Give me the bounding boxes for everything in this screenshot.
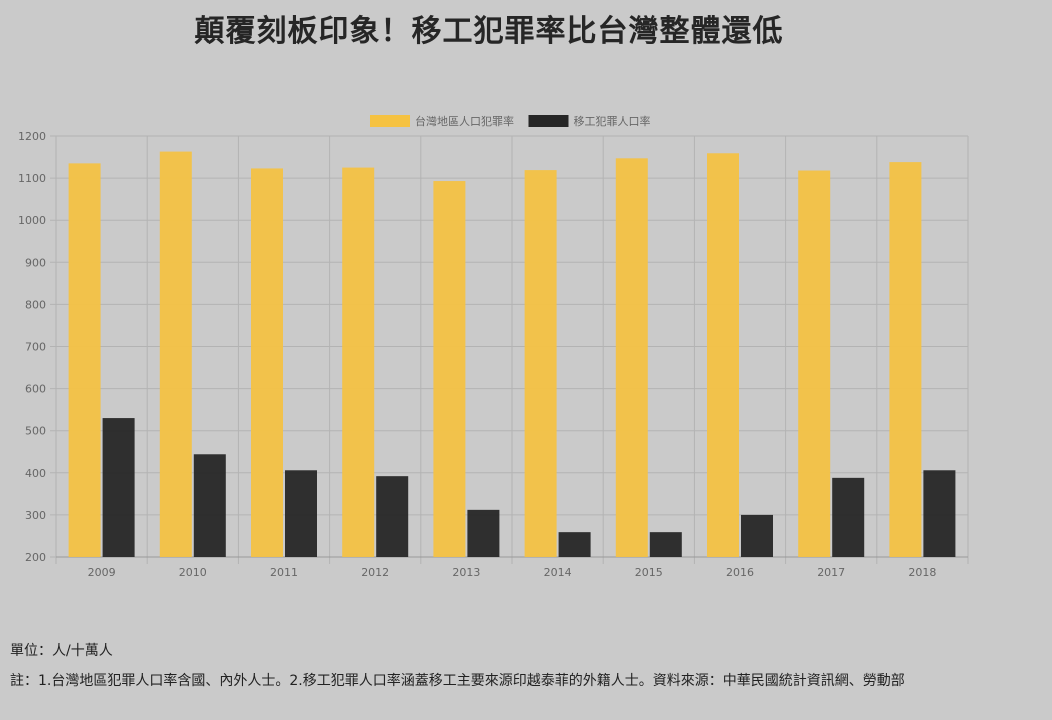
x-tick-label: 2015 [635, 566, 663, 579]
bar-migrant-2017 [832, 477, 865, 557]
bar-migrant-2013 [467, 509, 500, 557]
legend-swatch-0 [370, 115, 410, 127]
bar-migrant-2010 [193, 454, 226, 557]
bar-taiwan-2011 [251, 168, 283, 557]
bar-taiwan-2010 [159, 151, 192, 557]
legend-label-0: 台灣地區人口犯罪率 [415, 114, 514, 128]
chart-title: 顛覆刻板印象！移工犯罪率比台灣整體還低 [194, 14, 784, 49]
x-tick-label: 2016 [726, 566, 754, 579]
y-tick-label: 1000 [18, 214, 46, 227]
bar-migrant-2011 [285, 470, 317, 557]
y-tick-label: 500 [25, 425, 46, 438]
bar-migrant-2014 [558, 532, 591, 557]
y-tick-label: 300 [25, 509, 46, 522]
y-tick-label: 1100 [18, 172, 46, 185]
x-tick-label: 2011 [270, 566, 298, 579]
bar-migrant-2018 [923, 470, 956, 557]
bar-migrant-2016 [741, 514, 773, 557]
bar-migrant-2009 [102, 418, 135, 557]
bar-taiwan-2013 [433, 181, 466, 557]
unit-note: 單位：人/十萬人 [10, 643, 113, 659]
bar-taiwan-2015 [615, 158, 648, 558]
y-tick-label: 700 [25, 341, 46, 354]
x-tick-label: 2013 [452, 566, 480, 579]
bar-taiwan-2017 [798, 170, 831, 557]
chart-area: 200 300 400 500 600 700 800 900 1000 1100 1200 2009… [0, 100, 1052, 600]
x-tick-label: 2014 [544, 566, 572, 579]
bar-taiwan-2012 [342, 167, 375, 557]
y-tick-label: 600 [25, 383, 46, 396]
legend-swatch-1 [528, 115, 569, 127]
x-tick-label: 2012 [361, 566, 389, 579]
x-tick-label: 2018 [908, 566, 936, 579]
y-tick-label: 200 [25, 551, 46, 564]
y-tick-label: 400 [25, 467, 46, 480]
y-tick-label: 900 [25, 256, 46, 269]
legend-label-1: 移工犯罪人口率 [574, 114, 651, 128]
bar-migrant-2012 [376, 476, 409, 557]
x-tick-label: 2017 [817, 566, 845, 579]
source-note: 註：1.台灣地區犯罪人口率含國、內外人士。2.移工犯罪人口率涵蓋移工主要來源印越… [10, 673, 905, 689]
bar-taiwan-2016 [707, 153, 739, 558]
x-tick-label: 2010 [179, 566, 207, 579]
bar-chart: 200 300 400 500 600 700 800 900 1000 1100 1200 2009… [18, 114, 969, 579]
bar-migrant-2015 [649, 532, 682, 557]
x-tick-label: 2009 [88, 566, 116, 579]
bar-taiwan-2009 [68, 163, 101, 558]
bar-taiwan-2018 [889, 162, 922, 558]
bar-taiwan-2014 [524, 170, 557, 557]
y-tick-label: 800 [25, 298, 46, 311]
y-tick-label: 1200 [18, 130, 46, 143]
